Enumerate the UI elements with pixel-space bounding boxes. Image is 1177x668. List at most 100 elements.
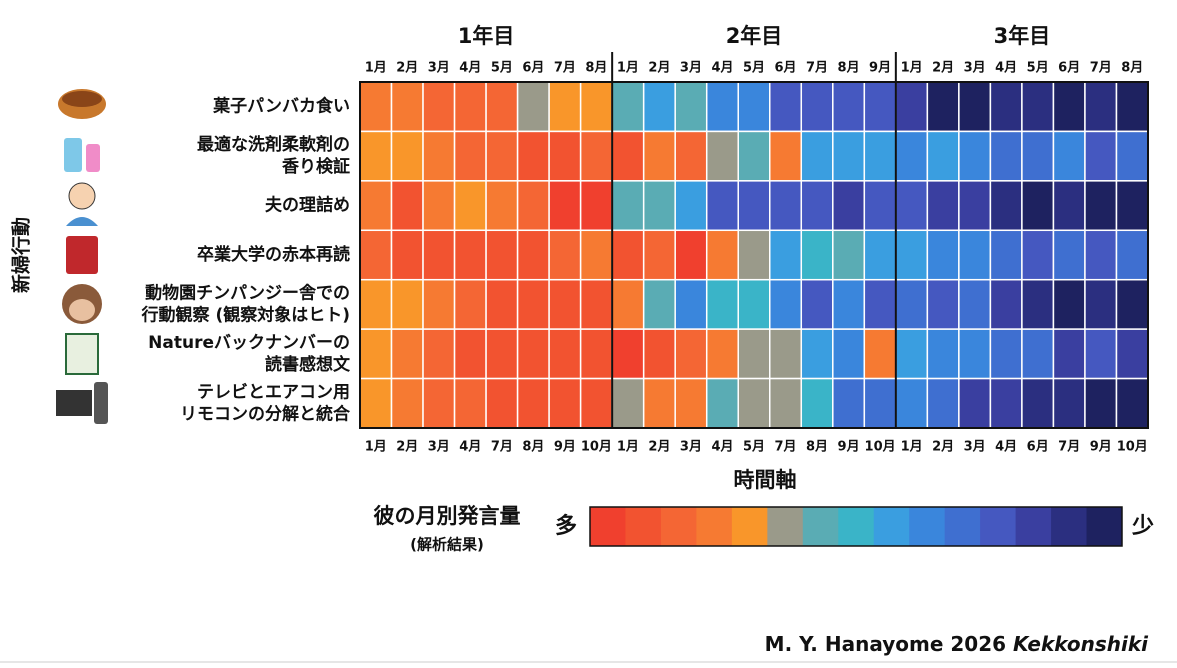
heatmap-cell xyxy=(359,130,393,182)
heatmap-cell xyxy=(958,180,992,232)
x-tick-label-top: 5月 xyxy=(1027,61,1049,76)
heatmap-cell xyxy=(832,377,866,429)
heatmap-cell xyxy=(926,130,960,182)
icons xyxy=(56,89,108,424)
heatmap-cell xyxy=(453,377,487,429)
heatmap-cell xyxy=(579,278,613,330)
colorbar-swatch xyxy=(1086,507,1123,546)
x-tick-label-top: 5月 xyxy=(743,61,765,76)
x-tick-label-bottom: 4月 xyxy=(995,440,1017,455)
heatmap-cell xyxy=(1084,229,1118,281)
icon-body xyxy=(66,217,98,226)
colorbar-swatch xyxy=(767,507,804,546)
heatmap-cell xyxy=(863,328,897,380)
x-tick-label-top: 2月 xyxy=(396,61,418,76)
x-tick-label-top: 5月 xyxy=(491,61,513,76)
heatmap-cell xyxy=(611,180,645,232)
icon-bread-top xyxy=(62,91,102,107)
x-tick-label-top: 4月 xyxy=(711,61,733,76)
x-tick-label-top: 8月 xyxy=(1121,61,1143,76)
heatmap-cell xyxy=(989,377,1023,429)
heatmap-cell xyxy=(989,328,1023,380)
x-tick-label-top: 7月 xyxy=(806,61,828,76)
heatmap-cell xyxy=(769,278,803,330)
x-tick-label-bottom: 7月 xyxy=(774,440,796,455)
x-tick-label-top: 4月 xyxy=(995,61,1017,76)
heatmap-cell xyxy=(359,328,393,380)
heatmap-cell xyxy=(611,278,645,330)
icon-bottle xyxy=(64,138,82,172)
heatmap-cell xyxy=(485,278,519,330)
heatmap-cell xyxy=(390,278,424,330)
heatmap-cell xyxy=(895,229,929,281)
heatmap-cell xyxy=(548,180,582,232)
x-axis-label: 時間軸 xyxy=(734,468,797,492)
x-tick-label-bottom: 6月 xyxy=(1027,440,1049,455)
row-label: 夫の理詰め xyxy=(265,195,350,216)
heatmap-cell xyxy=(989,278,1023,330)
heatmap-cell xyxy=(863,377,897,429)
heatmap-cell xyxy=(548,278,582,330)
x-tick-label-bottom: 2月 xyxy=(932,440,954,455)
x-tick-label-bottom: 4月 xyxy=(459,440,481,455)
heatmap-cell xyxy=(674,81,708,133)
heatmap-cell xyxy=(705,229,739,281)
heatmap-cell xyxy=(674,377,708,429)
heatmap-cell xyxy=(769,180,803,232)
heatmap-cell xyxy=(1084,377,1118,429)
heatmap-cell xyxy=(548,377,582,429)
heatmap-cell xyxy=(800,130,834,182)
heatmap-cell xyxy=(1115,377,1149,429)
colorbar-title: 彼の月別発言量 xyxy=(374,504,521,528)
heatmap-cell xyxy=(737,130,771,182)
heatmap-cell xyxy=(1052,130,1086,182)
heatmap-cell xyxy=(485,180,519,232)
icon-bottle xyxy=(86,144,100,172)
heatmap-cell xyxy=(579,377,613,429)
heatmap-cell xyxy=(359,278,393,330)
heatmap-cell xyxy=(769,229,803,281)
heatmap-cell xyxy=(926,81,960,133)
heatmap-cell xyxy=(642,328,676,380)
colorbar-swatch xyxy=(838,507,875,546)
x-tick-label-top: 3月 xyxy=(680,61,702,76)
group-label: 3年目 xyxy=(994,24,1051,48)
heatmap-cell xyxy=(422,180,456,232)
heatmap-cell xyxy=(1115,328,1149,380)
heatmap-cell xyxy=(705,328,739,380)
heatmap-cell xyxy=(895,180,929,232)
heatmap-cell xyxy=(642,278,676,330)
x-tick-label-bottom: 2月 xyxy=(396,440,418,455)
heatmap-cell xyxy=(1052,81,1086,133)
heatmap-cell xyxy=(863,130,897,182)
x-tick-label-bottom: 10月 xyxy=(581,440,612,455)
x-tick-label-top: 1月 xyxy=(365,61,387,76)
heatmap-cell xyxy=(548,328,582,380)
colorbar-swatch xyxy=(625,507,662,546)
x-tick-label-top: 6月 xyxy=(1058,61,1080,76)
x-tick-label-top: 2月 xyxy=(648,61,670,76)
heatmap-cell xyxy=(422,229,456,281)
heatmap-cell xyxy=(1021,328,1055,380)
heatmap-cell xyxy=(769,130,803,182)
heatmap-cell xyxy=(737,328,771,380)
heatmap-cell xyxy=(1115,130,1149,182)
heatmap-cell xyxy=(705,180,739,232)
heatmap-cell xyxy=(958,130,992,182)
heatmap-cell xyxy=(453,328,487,380)
heatmap-cell xyxy=(359,377,393,429)
row-label: 動物園チンパンジー舎での xyxy=(145,282,350,303)
heatmap-cell xyxy=(422,328,456,380)
x-tick-label-top: 8月 xyxy=(838,61,860,76)
heatmap-cell xyxy=(548,130,582,182)
heatmap-cell xyxy=(422,81,456,133)
heatmap-cell xyxy=(737,229,771,281)
heatmap-cell xyxy=(579,130,613,182)
heatmap-cell xyxy=(926,278,960,330)
heatmap-cell xyxy=(832,229,866,281)
heatmap-cell xyxy=(1052,180,1086,232)
heatmap-cell xyxy=(516,180,550,232)
heatmap-cell xyxy=(1021,130,1055,182)
heatmap-cell xyxy=(642,130,676,182)
heatmap-cell xyxy=(642,180,676,232)
